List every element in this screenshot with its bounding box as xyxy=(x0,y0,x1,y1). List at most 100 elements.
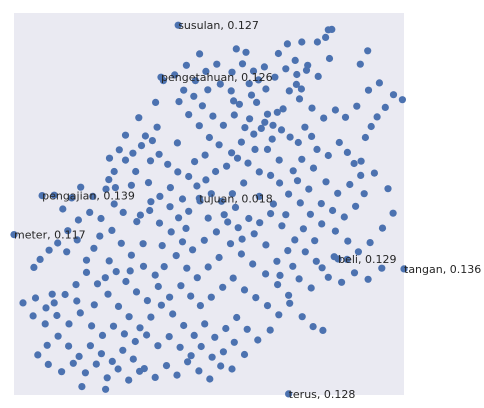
data-point xyxy=(289,262,297,270)
data-point xyxy=(196,50,204,58)
data-point xyxy=(202,67,210,75)
data-point xyxy=(366,239,374,247)
data-point xyxy=(137,142,146,150)
data-point xyxy=(50,191,58,199)
data-point xyxy=(318,264,326,272)
data-point xyxy=(228,68,236,76)
data-point xyxy=(389,91,398,99)
data-point xyxy=(219,283,227,291)
data-point xyxy=(198,102,206,110)
data-point xyxy=(136,211,144,219)
data-point xyxy=(224,218,232,226)
data-point xyxy=(271,73,279,81)
data-point xyxy=(324,273,332,281)
data-point xyxy=(75,352,83,360)
data-point xyxy=(275,156,283,164)
data-point xyxy=(156,192,164,200)
data-point xyxy=(285,291,293,299)
data-point xyxy=(305,185,313,193)
data-point xyxy=(222,324,230,333)
data-point xyxy=(151,373,159,381)
data-point xyxy=(256,219,264,227)
data-point xyxy=(105,257,113,265)
data-point xyxy=(82,268,91,276)
data-point xyxy=(232,45,240,53)
point-annotation: meter, 0.117 xyxy=(14,229,86,242)
data-point xyxy=(255,192,263,200)
data-point xyxy=(154,342,162,350)
point-annotation: susulan, 0.127 xyxy=(178,19,259,32)
data-point xyxy=(105,176,113,184)
data-point xyxy=(185,111,193,119)
data-point xyxy=(191,158,199,166)
data-point xyxy=(206,375,214,383)
data-point xyxy=(108,357,116,365)
data-point xyxy=(233,154,242,162)
data-point xyxy=(263,302,272,310)
data-point xyxy=(108,226,116,234)
data-point xyxy=(241,124,249,132)
data-point xyxy=(88,322,96,330)
data-point xyxy=(58,368,66,376)
data-point xyxy=(133,218,141,226)
data-point xyxy=(357,157,365,165)
data-point xyxy=(338,278,346,286)
data-point xyxy=(213,60,221,68)
data-point xyxy=(220,211,228,219)
data-point xyxy=(136,324,144,332)
data-point xyxy=(136,367,144,375)
data-point xyxy=(247,91,256,99)
data-point xyxy=(190,92,198,100)
data-point xyxy=(226,240,235,248)
data-point xyxy=(269,121,277,129)
point-annotation: tujuan, 0.018 xyxy=(199,192,273,205)
data-point xyxy=(282,65,290,73)
data-point xyxy=(279,105,287,113)
data-point xyxy=(227,87,235,95)
data-point xyxy=(126,267,134,275)
data-point xyxy=(262,270,270,278)
data-point xyxy=(299,225,307,233)
annotated-point xyxy=(157,73,165,81)
data-point xyxy=(217,362,225,370)
data-point xyxy=(115,146,123,154)
data-point xyxy=(114,302,123,310)
data-point xyxy=(92,360,100,368)
data-point xyxy=(148,137,156,145)
data-point xyxy=(172,252,180,260)
data-point xyxy=(200,236,208,244)
data-point xyxy=(381,103,389,111)
data-point xyxy=(184,358,192,366)
data-point xyxy=(141,132,149,140)
data-point xyxy=(340,213,348,221)
data-point xyxy=(215,141,223,149)
data-point xyxy=(160,263,168,271)
data-point xyxy=(158,242,166,250)
data-point xyxy=(102,385,110,393)
data-point xyxy=(187,352,195,360)
data-point xyxy=(350,159,358,168)
data-point xyxy=(389,209,397,217)
data-point xyxy=(343,148,351,156)
data-point xyxy=(269,200,277,208)
data-point xyxy=(331,106,339,114)
data-point xyxy=(274,281,282,289)
data-point xyxy=(147,198,155,206)
data-point xyxy=(234,224,242,232)
data-point xyxy=(201,320,209,328)
data-point xyxy=(230,111,238,119)
data-point xyxy=(68,194,76,202)
data-point xyxy=(176,343,184,351)
point-annotation: beli, 0.129 xyxy=(338,253,396,266)
data-point xyxy=(273,257,281,265)
data-point xyxy=(34,351,42,359)
data-point xyxy=(31,294,40,302)
data-point xyxy=(252,294,260,302)
data-point xyxy=(185,207,193,215)
data-point xyxy=(298,313,306,321)
data-point xyxy=(175,98,183,106)
data-point xyxy=(121,131,130,139)
data-point xyxy=(178,195,187,203)
data-point xyxy=(212,228,220,236)
